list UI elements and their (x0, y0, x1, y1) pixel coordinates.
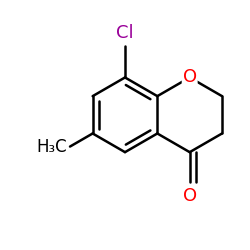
Text: Cl: Cl (116, 24, 134, 42)
Text: O: O (182, 187, 197, 205)
Text: O: O (182, 68, 197, 86)
Text: H₃C: H₃C (36, 138, 66, 156)
